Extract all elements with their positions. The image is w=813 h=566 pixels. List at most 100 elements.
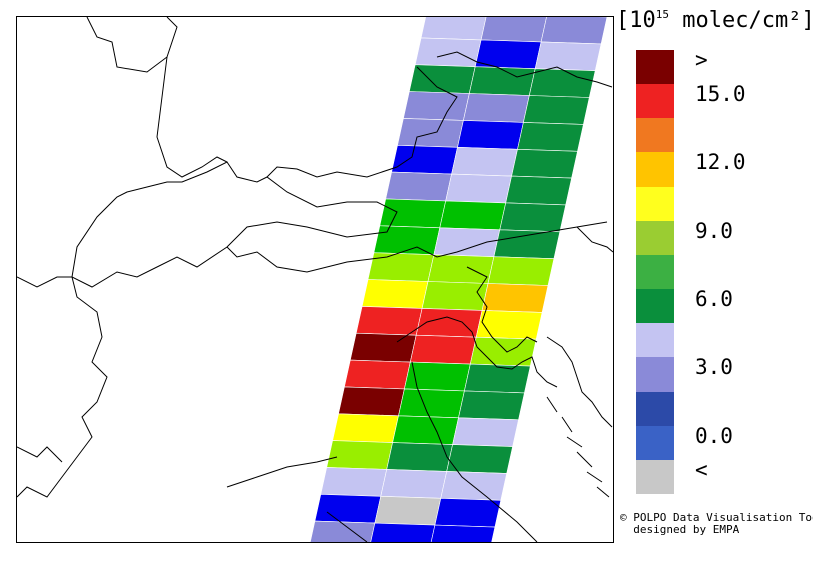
swath-pixel [457,120,524,150]
colorbar-swatch [636,425,674,461]
swath-pixel [505,175,572,206]
border-south-france [17,446,63,463]
colorbar-tick-label: 6.0 [695,287,733,312]
colorbar-tick-label: 12.0 [695,150,746,175]
swath-pixel [332,413,399,443]
colorbar-tick-label: 15.0 [695,82,746,107]
units-suffix: molec/cm²] [669,8,813,33]
swath-pixel [433,227,501,258]
units-exponent: 15 [655,8,669,21]
swath-pixel [397,118,464,148]
swath-pixel [452,417,519,447]
swath-pixel [493,229,561,260]
swath-pixel [434,497,502,528]
colorbar-swatch [636,289,674,324]
coastline-adriatic [396,316,558,388]
border-switzerland [71,161,398,288]
islands-dalmatia [546,396,610,498]
colorbar-tick-label: 3.0 [695,355,733,380]
swath-pixel [499,202,567,233]
swath-pixel [310,520,376,542]
swath-pixel [475,310,543,340]
swath-pixel [355,306,423,336]
swath-pixel [469,336,537,367]
swath-pixel [403,91,470,121]
swath-pixel [481,283,549,313]
colorbar-swatch [636,254,674,290]
coastline-italy-east [411,361,538,542]
colorbar-tick-label: 0.0 [695,423,733,448]
colorbar-swatch [636,50,674,85]
credits-line1: © POLPO Data Visualisation Tool [620,511,813,524]
border-france-germany [156,56,228,178]
map-view [16,16,614,543]
swath-pixel [430,524,496,542]
border-slovenia [466,266,538,353]
swath-pixel [439,200,507,231]
swath-pixel [534,41,602,72]
swath-pixel [523,95,590,125]
swath-pixel [463,93,530,123]
units-prefix: [10 [616,8,656,33]
border-italy-south [326,511,368,542]
swath-pixel [464,363,531,394]
swath-pixel [528,68,596,98]
colorbar-swatch [636,84,674,119]
colorbar-swatch [636,152,674,188]
swath-pixel [511,148,578,179]
swath-pixel [420,17,487,41]
swath-pixel [458,390,525,421]
swath-pixel [374,495,442,526]
colorbar-tick-label: < [695,457,708,482]
colorbar-swatch [636,357,674,393]
credits: © POLPO Data Visualisation Tool designed… [620,512,813,536]
swath-pixel [361,279,429,309]
colorbar-swatch [636,459,674,495]
colorbar-swatch [636,323,674,358]
swath-pixel [349,332,417,363]
swath-pixel [398,388,465,419]
swath-pixel [320,467,388,497]
swath-pixel [380,469,448,499]
colorbar-swatch [636,118,674,153]
country-borders [17,17,613,542]
swath-pixel [451,146,518,177]
border-italy-north [226,221,608,273]
swath-pixel [427,254,495,284]
swath-pixel [385,171,452,202]
colorbar-swatch [636,391,674,427]
swath-pixel [379,198,447,229]
border-north-east [436,51,613,88]
swath-pixel [409,334,477,365]
swath-pixel [480,17,547,43]
swath-pixel [540,17,608,45]
swath-pixel [487,256,555,286]
swath-pixel [414,37,482,68]
border-west [17,276,108,498]
swath-pixel [370,522,436,542]
colorbar-swatch [636,220,674,256]
colorbar [636,50,674,495]
coastline-ligurian [226,456,338,488]
colorbar-tick-label: 9.0 [695,218,733,243]
swath-pixel [517,122,584,152]
swath-pixel [344,359,411,390]
colorbar-swatch [636,186,674,222]
border-austria [266,66,458,178]
colorbar-tick-label: > [695,48,708,72]
swath-pixel [314,493,382,524]
border-south-east [576,226,613,253]
swath-pixel [338,386,405,417]
border-balkan [546,336,613,428]
units-label: [1015 molec/cm²] [616,8,813,33]
no2-swath-pixels [310,17,608,542]
credits-line2: designed by EMPA [620,523,740,536]
swath-pixel [468,66,536,96]
swath-pixel [404,361,471,392]
swath-pixel [392,415,459,445]
swath-pixel [445,173,512,204]
border-france-north [86,17,178,73]
swath-pixel [367,252,435,282]
satellite-swath-map [17,17,613,542]
swath-pixel [421,281,489,311]
